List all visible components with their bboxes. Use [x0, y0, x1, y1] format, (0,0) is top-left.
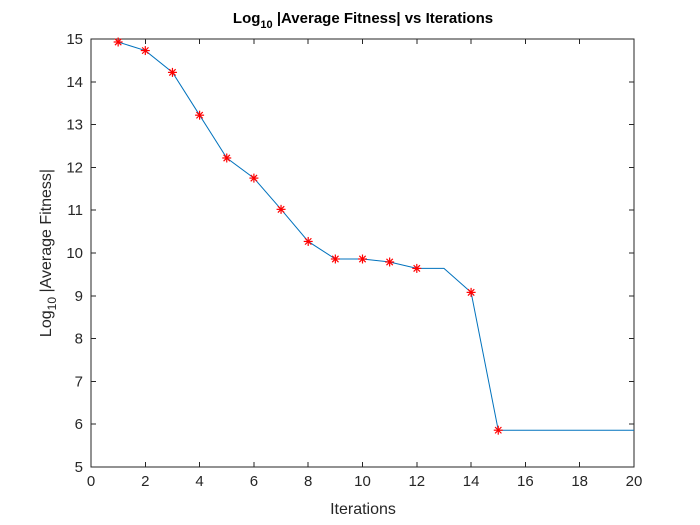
y-tick-label: 9 — [75, 288, 83, 305]
y-tick-label: 10 — [66, 245, 83, 262]
x-tick-label: 16 — [517, 473, 534, 490]
data-point-marker — [303, 236, 313, 246]
chart-title: Log10 |Average Fitness| vs Iterations — [233, 10, 493, 31]
marker-stroke — [195, 111, 204, 119]
plot-area: 0 2 4 6 8 10 12 14 16 18 20 5 6 7 8 9 10 11 12 13 14 15 — [66, 31, 642, 490]
marker-stroke — [358, 255, 367, 263]
x-tick-label: 20 — [626, 473, 643, 490]
series-line — [117, 41, 634, 431]
x-tick-label: 10 — [354, 473, 371, 490]
marker-stroke — [331, 255, 339, 263]
data-point-marker — [113, 37, 123, 47]
marker-stroke — [250, 174, 258, 182]
y-tick-label: 14 — [66, 74, 83, 91]
data-point-marker — [276, 204, 286, 214]
y-axis-title-suffix: |Average Fitness| — [38, 169, 55, 297]
y-axis-title: Log10 |Average Fitness| — [38, 169, 59, 337]
x-tick-label: 8 — [304, 473, 312, 490]
x-tick-label: 4 — [195, 473, 203, 490]
marker-stroke — [304, 237, 312, 246]
x-tick-label: 14 — [463, 473, 480, 490]
chart-title-suffix: |Average Fitness| vs Iterations — [273, 10, 493, 27]
marker-stroke — [141, 46, 149, 55]
data-point-marker — [466, 287, 476, 297]
marker-stroke — [413, 264, 421, 273]
data-point-marker — [140, 46, 150, 56]
marker-stroke — [114, 38, 122, 46]
y-tick-label: 13 — [66, 117, 83, 134]
x-tick-label: 12 — [408, 473, 425, 490]
y-tick-label: 7 — [75, 373, 83, 390]
y-axis-title-prefix: Log — [38, 310, 55, 337]
y-tick-label: 11 — [67, 202, 83, 219]
data-point-marker — [358, 254, 367, 264]
marker-stroke — [223, 154, 231, 162]
x-tick-label: 2 — [141, 473, 149, 490]
data-point-marker — [195, 110, 205, 120]
y-tick-label: 8 — [75, 331, 83, 348]
marker-stroke — [277, 205, 285, 213]
x-tick-label: 6 — [250, 473, 258, 490]
data-point-marker — [385, 257, 395, 267]
x-tick-label: 0 — [87, 473, 95, 490]
plot-box — [90, 38, 635, 468]
data-point-marker — [249, 173, 259, 183]
chart-title-prefix: Log — [233, 10, 261, 27]
data-point-marker — [222, 153, 232, 163]
y-axis-title-subscript: 10 — [45, 297, 59, 311]
data-point-marker — [167, 67, 177, 77]
y-tick-label: 15 — [66, 31, 83, 48]
y-tick-label: 6 — [75, 416, 83, 433]
x-axis-title: Iterations — [330, 501, 396, 518]
marker-stroke — [168, 68, 177, 76]
chart-title-subscript: 10 — [260, 19, 272, 31]
marker-stroke — [494, 426, 502, 434]
data-point-marker — [412, 263, 422, 273]
marker-stroke — [386, 258, 394, 266]
y-tick-label: 12 — [66, 159, 83, 176]
x-tick-label: 18 — [571, 473, 588, 490]
data-point-marker — [330, 254, 340, 264]
marker-stroke — [467, 288, 475, 296]
y-tick-label: 5 — [75, 459, 83, 476]
data-point-marker — [493, 425, 503, 435]
